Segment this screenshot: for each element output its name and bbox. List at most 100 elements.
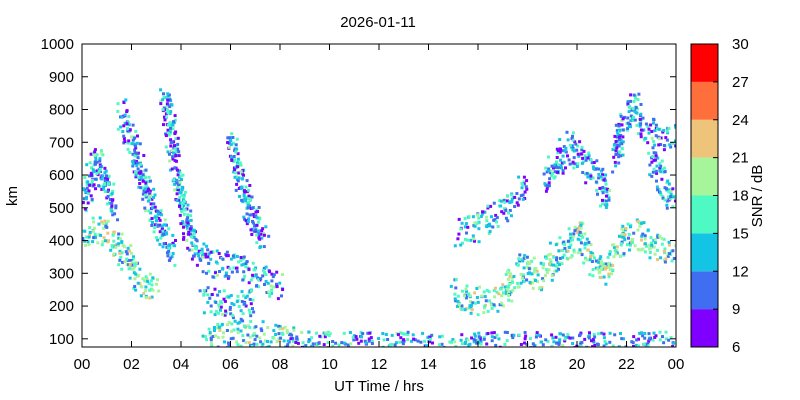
echo-point [576, 231, 580, 235]
echo-point [177, 150, 181, 154]
echo-point [132, 255, 135, 259]
echo-point [131, 152, 135, 156]
echo-point [643, 136, 647, 140]
echo-point [460, 221, 464, 225]
echo-point [552, 263, 556, 267]
echo-point [626, 121, 630, 125]
echo-point [473, 349, 476, 352]
echo-point [591, 176, 595, 180]
echo-point [477, 227, 481, 231]
echo-point [667, 182, 671, 186]
echo-point [275, 282, 278, 286]
echo-point [597, 258, 601, 262]
echo-point [92, 236, 96, 240]
echo-point [503, 342, 507, 346]
echo-point [409, 357, 412, 360]
echo-point [116, 218, 119, 222]
echo-point [653, 238, 657, 242]
echo-point [278, 327, 282, 331]
echo-point [373, 349, 376, 352]
echo-point [135, 161, 139, 165]
echo-point [426, 335, 430, 339]
echo-point [607, 275, 611, 279]
echo-point [260, 236, 264, 240]
echo-point [186, 216, 190, 220]
echo-point [255, 216, 259, 220]
echo-point [662, 237, 666, 241]
echo-point [171, 127, 175, 131]
echo-point [258, 336, 262, 340]
echo-point [130, 251, 133, 255]
echo-point [513, 205, 517, 208]
echo-point [662, 341, 666, 345]
echo-point [572, 250, 576, 254]
echo-point [461, 289, 464, 293]
echo-point [235, 175, 239, 179]
echo-point [570, 254, 574, 258]
echo-point [631, 350, 634, 353]
echo-point [653, 143, 657, 147]
echo-point [282, 339, 286, 343]
echo-point [556, 261, 560, 265]
echo-point [226, 136, 230, 140]
echo-point [621, 135, 625, 139]
echo-point [547, 268, 551, 272]
echo-point [158, 230, 162, 234]
echo-point [667, 126, 671, 130]
echo-point [488, 351, 491, 354]
echo-point [659, 169, 663, 173]
echo-point [613, 160, 617, 164]
echo-point [192, 228, 196, 232]
echo-point [643, 237, 647, 241]
echo-point [671, 350, 674, 353]
echo-point [246, 203, 250, 207]
echo-point [242, 173, 245, 177]
echo-point [182, 225, 185, 229]
echo-point [509, 290, 513, 294]
echo-point [576, 237, 580, 241]
y-tick-label: 400 [49, 233, 74, 250]
echo-point [240, 263, 244, 267]
echo-point [554, 335, 558, 339]
echo-point [257, 206, 261, 209]
echo-point [632, 344, 635, 347]
echo-point [494, 286, 497, 290]
echo-point [497, 357, 500, 360]
echo-point [621, 153, 625, 157]
echo-point [621, 128, 625, 132]
echo-point [128, 151, 132, 154]
echo-point [95, 153, 99, 157]
echo-point [116, 243, 120, 247]
echo-point [186, 203, 190, 207]
echo-point [110, 192, 114, 196]
echo-point [223, 340, 226, 344]
echo-point [495, 333, 499, 337]
echo-point [100, 220, 104, 224]
echo-point [128, 276, 132, 280]
echo-point [636, 219, 640, 223]
echo-point [638, 331, 642, 335]
echo-point [229, 257, 233, 261]
echo-point [179, 174, 183, 178]
echo-point [254, 210, 258, 214]
echo-point [470, 336, 474, 340]
echo-point [228, 267, 232, 271]
echo-point [591, 274, 595, 278]
echo-point [209, 310, 213, 314]
echo-point [82, 237, 85, 240]
echo-point [118, 251, 122, 255]
echo-point [607, 198, 611, 202]
echo-point [119, 237, 122, 241]
echo-point [218, 270, 221, 273]
echo-point [656, 188, 660, 192]
echo-point [639, 356, 642, 359]
echo-point [231, 316, 235, 320]
echo-point [265, 291, 269, 294]
echo-point [83, 229, 87, 233]
echo-point [151, 276, 155, 280]
echo-point [292, 326, 296, 330]
echo-point [351, 335, 355, 339]
plot-area [82, 88, 676, 360]
echo-point [100, 149, 103, 153]
echo-point [505, 287, 509, 291]
